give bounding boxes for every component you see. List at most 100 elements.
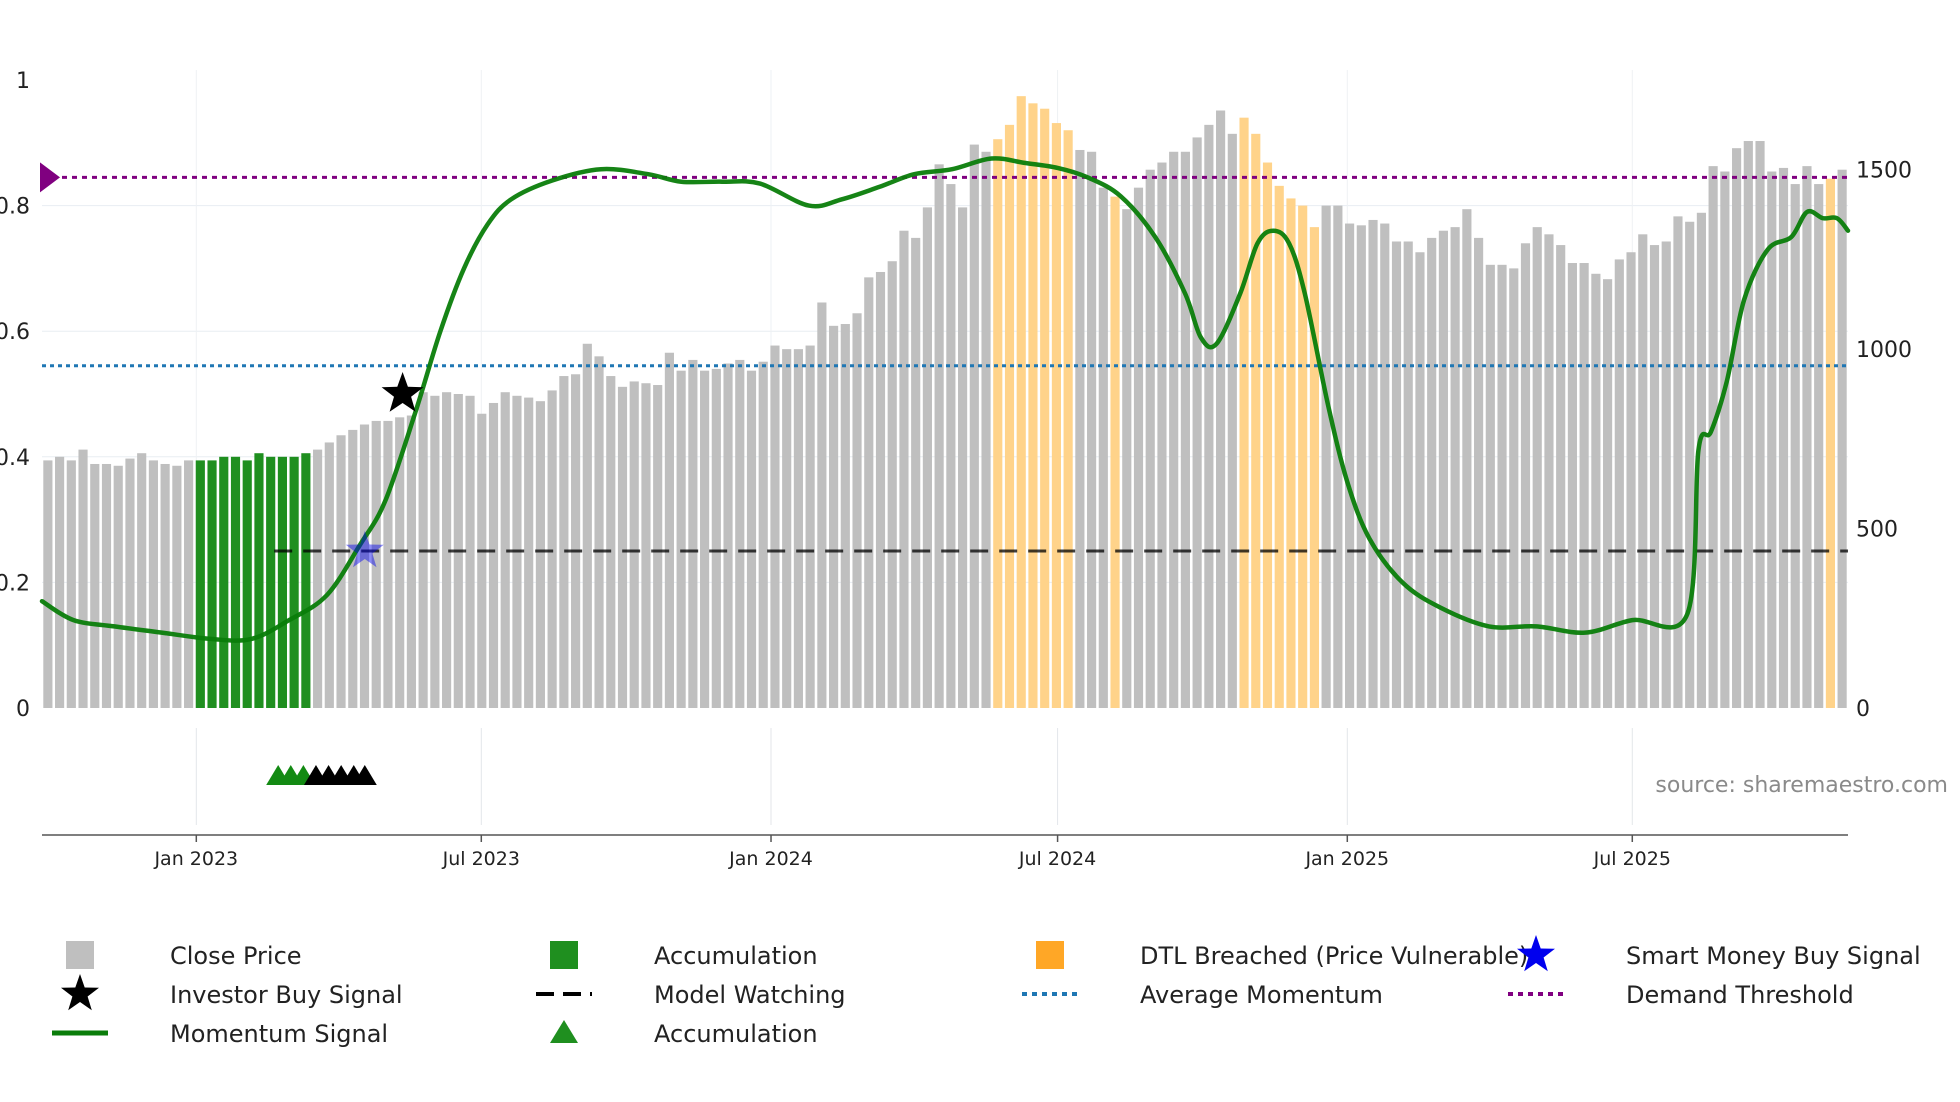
dtl-breached-bar	[1298, 205, 1308, 708]
legend-item: Accumulation	[550, 941, 818, 970]
close-price-bar	[1778, 167, 1789, 709]
legend-item: Close Price	[66, 941, 302, 970]
close-price-bar	[1157, 162, 1167, 709]
close-price-bar	[1837, 169, 1847, 708]
legend-label: Average Momentum	[1140, 981, 1383, 1009]
close-price-bar	[688, 359, 698, 708]
close-price-bar	[336, 435, 346, 708]
close-price-bar	[1169, 151, 1179, 708]
x-axis: Jan 2023 Jul 2023 Jan 2024 Jul 2024 Jan 2025…	[42, 834, 1848, 870]
legend-item: Investor Buy Signal	[61, 974, 403, 1011]
close-price-bar	[711, 368, 721, 708]
accumulation-bar	[230, 456, 241, 708]
close-price-bar	[852, 313, 862, 708]
left-axis: 0 0.2 0.4 0.6 0.8 1	[0, 69, 30, 722]
close-price-bar	[66, 460, 76, 708]
legend-swatch-dtl	[1036, 941, 1064, 969]
close-price-bar	[887, 261, 897, 708]
close-price-bar	[958, 207, 968, 708]
smart-money-buy-star	[345, 531, 384, 568]
close-price-bar	[1814, 184, 1824, 708]
close-price-bar	[465, 395, 475, 708]
right-tick-label: 1000	[1856, 338, 1912, 363]
close-price-bar	[137, 453, 147, 708]
close-price-bar	[653, 385, 663, 708]
close-price-bar	[1567, 263, 1577, 708]
close-price-bar	[559, 376, 569, 708]
close-price-bar	[805, 345, 815, 708]
x-tick-label: Jul 2025	[1593, 848, 1671, 870]
close-price-bar	[1767, 171, 1777, 708]
close-price-bar	[664, 352, 674, 708]
close-price-bar	[1227, 133, 1237, 708]
x-tick-label: Jan 2025	[1304, 848, 1389, 870]
close-price-bar	[1380, 223, 1390, 709]
close-price-bar	[782, 349, 792, 708]
accumulation-bar	[266, 456, 276, 708]
close-price-bar	[676, 370, 686, 708]
close-price-bar	[160, 463, 170, 708]
close-price-bar	[1345, 223, 1355, 709]
right-tick-label: 500	[1856, 518, 1898, 543]
close-price-bar	[981, 151, 991, 708]
legend: Close Price Investor Buy Signal Momentum S…	[52, 935, 1921, 1048]
close-price-bar	[1368, 219, 1378, 708]
close-price-bar	[700, 370, 710, 708]
close-price-bar	[1356, 225, 1366, 708]
close-price-bar	[148, 460, 158, 708]
close-price-bar	[641, 383, 651, 708]
close-price-bar	[1509, 268, 1519, 708]
close-price-bar	[1614, 259, 1624, 708]
close-price-bar	[383, 420, 393, 708]
legend-item: Smart Money Buy Signal	[1517, 935, 1921, 972]
close-price-bar	[1638, 234, 1648, 708]
close-price-bar	[1802, 166, 1812, 708]
close-price-bar	[113, 465, 123, 708]
close-price-bar	[313, 449, 323, 708]
close-price-bar	[1438, 230, 1448, 708]
close-price-bar	[488, 402, 499, 708]
close-price-bar	[1673, 216, 1683, 708]
close-price-bar	[1485, 264, 1495, 708]
dtl-breached-bar	[1004, 124, 1015, 709]
signal-markers	[40, 162, 424, 568]
legend-item: DTL Breached (Price Vulnerable)	[1036, 941, 1528, 970]
left-tick-label: 0.2	[0, 571, 30, 596]
close-price-bar	[1075, 149, 1085, 709]
legend-label: Momentum Signal	[170, 1020, 388, 1048]
close-price-bar	[1427, 237, 1437, 708]
close-price-bar	[324, 442, 334, 708]
close-price-bar	[547, 390, 557, 708]
x-tick-label: Jan 2023	[153, 848, 238, 870]
legend-item: Demand Threshold	[1508, 981, 1854, 1009]
legend-label: Demand Threshold	[1626, 981, 1854, 1009]
close-price-bar	[746, 370, 757, 708]
close-price-bar	[1743, 141, 1753, 708]
close-price-bar	[1755, 141, 1765, 708]
close-price-bar	[78, 449, 88, 708]
close-price-bar	[1122, 209, 1132, 708]
close-price-bar	[571, 374, 581, 708]
close-price-bar	[911, 237, 921, 708]
close-price-bar	[1661, 241, 1671, 709]
close-price-bar	[442, 392, 452, 708]
close-price-bar	[606, 376, 616, 708]
momentum-signal-line	[39, 156, 1851, 643]
right-axis: 0 500 1000 1500	[1856, 159, 1912, 722]
demand-threshold-marker	[40, 162, 60, 193]
close-price-bar	[1720, 171, 1730, 708]
legend-label: Close Price	[170, 942, 302, 970]
close-price-bar	[1649, 245, 1660, 708]
close-price-bar	[395, 417, 405, 708]
dtl-breached-bar	[1110, 196, 1120, 708]
x-tick-label: Jul 2023	[442, 848, 520, 870]
dtl-breached-bar	[1309, 227, 1319, 708]
x-tick-label: Jul 2024	[1018, 848, 1096, 870]
close-price-bar	[90, 463, 100, 708]
gridlines	[42, 70, 1848, 825]
dtl-breached-bar	[1286, 198, 1296, 709]
close-price-bar	[477, 413, 487, 708]
dtl-breached-bar	[1251, 133, 1261, 708]
dtl-breached-bar	[1274, 185, 1284, 709]
close-price-bar	[617, 386, 628, 708]
